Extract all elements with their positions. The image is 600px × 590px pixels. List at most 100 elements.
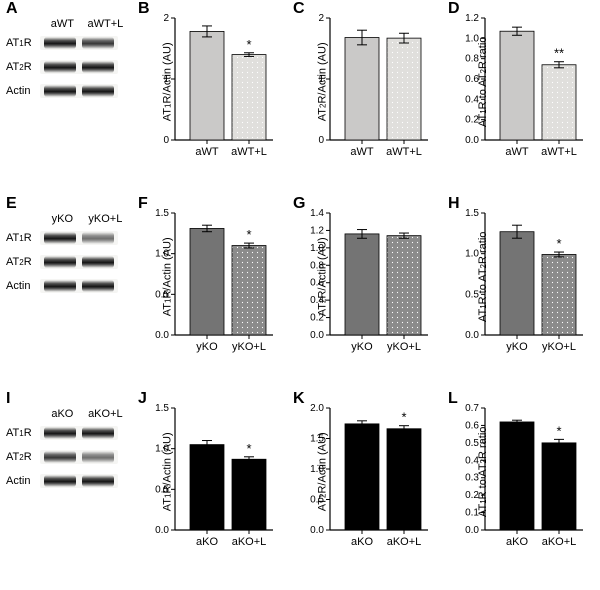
panel-letter: B — [138, 0, 150, 18]
svg-text:0.0: 0.0 — [310, 330, 324, 341]
blot-lane: AT1R — [6, 424, 130, 442]
svg-text:aWT+L: aWT+L — [386, 146, 422, 158]
chart-svg: 0.00.10.20.30.40.50.60.7aKO*aKO+L — [440, 390, 595, 560]
chart-svg: 0.00.51.01.5yKO*yKO+L — [130, 195, 285, 365]
svg-text:aKO: aKO — [506, 536, 528, 548]
blot-headers: aWTaWT+L — [6, 18, 130, 30]
blot-header-label: aWT+L — [87, 18, 123, 30]
svg-text:1.5: 1.5 — [465, 208, 479, 219]
svg-text:aWT: aWT — [195, 146, 219, 158]
blot-bands — [40, 231, 118, 245]
blot-header-label: aKO — [51, 408, 73, 420]
svg-text:1.5: 1.5 — [155, 403, 169, 414]
chart-svg: 012aWT*aWT+L — [130, 0, 285, 170]
svg-text:0.0: 0.0 — [310, 525, 324, 536]
figure-row: AaWTaWT+LAT1RAT2RActinBAT1R/Actin (AU)01… — [0, 0, 600, 165]
blot-band — [44, 61, 76, 73]
panel-letter: L — [448, 390, 458, 408]
bar-chart: KAT2R/Actin (AU)0.00.51.01.52.0aKO*aKO+L — [285, 390, 440, 555]
chart-svg: 0.00.20.40.60.81.01.2aWT**aWT+L — [440, 0, 595, 170]
bar-chart: DAT1R to AT2R ratio0.00.20.40.60.81.01.2… — [440, 0, 595, 165]
svg-text:aKO+L: aKO+L — [232, 536, 267, 548]
blot-label: Actin — [6, 85, 40, 97]
blot-lane: AT2R — [6, 253, 130, 271]
svg-text:1.5: 1.5 — [155, 208, 169, 219]
panel-letter: E — [6, 195, 17, 213]
svg-text:2.0: 2.0 — [310, 403, 324, 414]
bar-chart: BAT1R/Actin (AU)012aWT*aWT+L — [130, 0, 285, 165]
chart-svg: 0.00.51.01.52.0aKO*aKO+L — [285, 390, 440, 560]
svg-text:*: * — [246, 441, 251, 456]
bar-chart: JAT1R/Actin (AU)0.00.51.01.5aKO*aKO+L — [130, 390, 285, 555]
blot-headers: yKO yKO+L — [6, 213, 130, 225]
svg-text:1.2: 1.2 — [310, 225, 324, 236]
bar-chart: FAT1R/Actin (AU)0.00.51.01.5yKO*yKO+L — [130, 195, 285, 360]
panel-letter: G — [293, 195, 305, 213]
svg-text:yKO+L: yKO+L — [542, 341, 576, 353]
blot-lane: Actin — [6, 472, 130, 490]
svg-text:*: * — [246, 37, 251, 52]
y-axis-label: AT1R to AT2R ratio — [477, 426, 489, 516]
svg-text:1.2: 1.2 — [465, 13, 479, 24]
blot-band — [82, 256, 114, 268]
figure-row: IaKOaKO+LAT1RAT2RActinJAT1R/Actin (AU)0.… — [0, 390, 600, 555]
blot-label: Actin — [6, 475, 40, 487]
blot-label: AT1R — [6, 232, 40, 244]
bar-chart: HAT1R to AT2R ratio0.00.51.01.5yKO*yKO+L — [440, 195, 595, 360]
blot-label: AT1R — [6, 427, 40, 439]
svg-text:aWT+L: aWT+L — [231, 146, 267, 158]
panel-letter: K — [293, 390, 305, 408]
blot-header-label: yKO — [52, 213, 73, 225]
svg-text:0: 0 — [318, 135, 324, 146]
blot-band — [82, 85, 114, 97]
figure-row: EyKO yKO+L AT1R AT2R Actin F AT1R/Actin (AU) 0.… — [0, 195, 600, 360]
blot-bands — [40, 426, 118, 440]
y-axis-label: AT1R/Actin (AU) — [161, 432, 173, 511]
svg-text:*: * — [556, 423, 561, 438]
svg-text:1.4: 1.4 — [310, 208, 324, 219]
svg-text:aKO+L: aKO+L — [542, 536, 577, 548]
blot-band — [82, 280, 114, 292]
western-blot-panel: AaWTaWT+L AT1R AT2R Actin — [0, 0, 130, 165]
blot-band — [82, 37, 114, 49]
blot-label: AT2R — [6, 61, 40, 73]
blot-band — [44, 85, 76, 97]
western-blot-panel: EyKO yKO+L AT1R AT2R Actin — [0, 195, 130, 360]
svg-text:yKO+L: yKO+L — [232, 341, 266, 353]
blot-band — [44, 280, 76, 292]
blot-label: Actin — [6, 280, 40, 292]
svg-text:yKO: yKO — [351, 341, 373, 353]
panel-letter: A — [6, 0, 18, 18]
y-axis-label: AT1R/Actin (AU) — [161, 42, 173, 121]
panel-letter: F — [138, 195, 148, 213]
svg-text:0.0: 0.0 — [155, 330, 169, 341]
svg-text:0.0: 0.0 — [155, 525, 169, 536]
blot-band — [82, 427, 114, 439]
svg-text:yKO: yKO — [506, 341, 528, 353]
blot-band — [44, 451, 76, 463]
chart-svg: 0.00.51.01.5aKO*aKO+L — [130, 390, 285, 560]
y-axis-label: AT2R/Actin (AU) — [316, 432, 328, 511]
svg-text:2: 2 — [318, 13, 324, 24]
svg-text:yKO: yKO — [196, 341, 218, 353]
blot-lane: Actin — [6, 82, 130, 100]
panel-letter: I — [6, 390, 10, 408]
blot-band — [82, 232, 114, 244]
y-axis-label: AT2R/Actin (AU) — [316, 237, 328, 316]
blot-header-label: yKO+L — [88, 213, 122, 225]
svg-text:*: * — [401, 410, 406, 425]
svg-text:aWT+L: aWT+L — [541, 146, 577, 158]
svg-text:0: 0 — [163, 135, 169, 146]
blot-headers: aKO aKO+L — [6, 408, 130, 420]
y-axis-label: AT1R/Actin (AU) — [161, 237, 173, 316]
svg-text:aWT: aWT — [505, 146, 529, 158]
bar-chart: CAT2R/Actin (AU)012aWTaWT+L — [285, 0, 440, 165]
blot-bands — [40, 84, 118, 98]
blot-bands — [40, 60, 118, 74]
blot-band — [44, 427, 76, 439]
bar-chart: LAT1R to AT2R ratio0.00.10.20.30.40.50.6… — [440, 390, 595, 555]
svg-text:2: 2 — [163, 13, 169, 24]
blot-lane: AT1R — [6, 34, 130, 52]
blot-band — [82, 61, 114, 73]
blot-header-label: aKO+L — [88, 408, 123, 420]
